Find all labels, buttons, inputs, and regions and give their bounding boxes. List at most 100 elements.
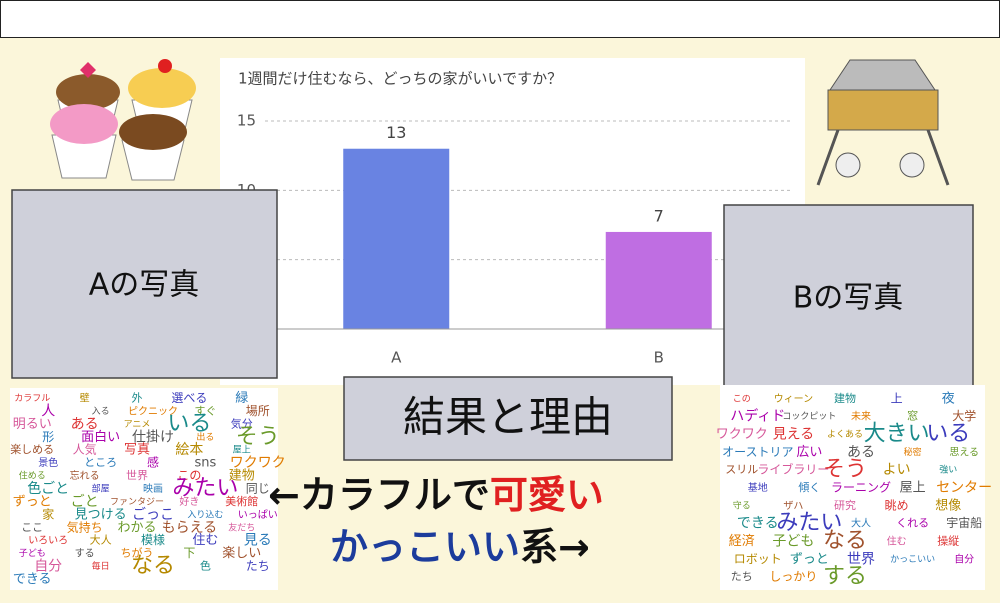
cloud-word: 世界 [126, 469, 148, 482]
cloud-word: かっこいい [890, 554, 935, 565]
cloud-word: たち [731, 570, 753, 583]
cloud-word: 窓 [907, 409, 918, 423]
photo-b-label: Bの写真 [793, 281, 904, 316]
cloud-word: 気分 [231, 416, 253, 430]
cloud-word: ずっと [790, 552, 829, 567]
cloud-word: なる [131, 554, 175, 579]
cloud-word: できる [13, 572, 52, 587]
cloud-word: コックピット [782, 411, 836, 422]
cloud-word: ザハ [783, 500, 803, 512]
value-label: 13 [386, 123, 406, 142]
photo-a-label: Aの写真 [89, 268, 200, 303]
cloud-word: 大人 [851, 517, 871, 530]
cloud-word: 人気 [73, 442, 97, 457]
chart-panel [220, 58, 805, 385]
cloud-word: たち [246, 559, 270, 573]
cloud-word: 見える [773, 427, 815, 443]
cloud-word: 大学 [952, 408, 976, 423]
cloud-word: 基地 [748, 481, 768, 494]
cloud-word: 屋上 [233, 445, 251, 456]
line2: かっこいい系→ [330, 525, 590, 569]
cloud-word: 映画 [143, 483, 163, 495]
cloud-word: なる [823, 528, 867, 553]
cloud-word: ウィーン [774, 393, 814, 405]
cloud-word: この [733, 394, 751, 404]
cloud-word: 研究 [834, 498, 856, 512]
photo-b-box [723, 204, 974, 391]
cloud-word: ファンタジー [110, 496, 164, 507]
cloud-word: 忘れる [70, 469, 100, 482]
line2-highlight: かっこいい [330, 525, 520, 569]
cloud-word: すぐ [194, 404, 216, 417]
cloud-word: 秘密 [904, 446, 922, 458]
cloud-word: ごっこ [132, 507, 174, 523]
cloud-word: 同じ [246, 482, 270, 496]
cloud-word: できる [737, 516, 779, 532]
top-band [0, 0, 1000, 39]
cloud-word: 子ども [19, 548, 46, 559]
cloud-word: ある [71, 416, 99, 432]
line2-suffix: 系→ [520, 525, 590, 569]
cloud-word: ここ [21, 521, 43, 534]
cloud-word: みたい [172, 476, 238, 501]
cloud-word: そう [236, 424, 280, 449]
cloud-word: 屋上 [900, 481, 926, 496]
cloud-word: しっかり [769, 570, 817, 584]
cloud-word: 部屋 [92, 483, 110, 495]
cloud-word: 入る [92, 406, 110, 417]
cloud-word: 建物 [229, 469, 255, 484]
cloud-word: 守る [733, 499, 751, 511]
cloud-word: sns [195, 456, 217, 471]
cloud-word: 世界 [847, 551, 875, 567]
cloud-word: 想像 [935, 497, 961, 513]
cloud-word: 入り込む [187, 509, 223, 520]
cloud-word: ロボット [734, 552, 782, 566]
bar [605, 231, 712, 329]
x-tick-label: B [654, 349, 664, 367]
cloud-word: 絵本 [175, 442, 203, 458]
cloud-word: する [823, 564, 867, 589]
cloud-word: ある [847, 444, 875, 460]
cloud-word: 家 [42, 506, 54, 521]
cloud-word: 写真 [124, 443, 150, 458]
word-clouds: カラフル壁外選べる 緑人 入る ピクニック すぐ 場所明るい ある アニメ いる 気分形 面白い 仕掛… [10, 391, 992, 589]
cloud-word: ずっと [13, 494, 52, 509]
chart-title: 1週間だけ住むなら、どっちの家がいいですか？ [238, 70, 562, 88]
cloud-word: 住む [887, 534, 907, 547]
cloud-word: 色 [200, 559, 211, 573]
cloud-word: ライブラリー [757, 462, 829, 477]
cloud-word: 建物 [834, 391, 856, 405]
cloud-word: 大人 [90, 533, 112, 547]
cloud-word: 壁 [80, 391, 90, 404]
cloud-word: 友だち [228, 521, 255, 533]
cloud-word: 出る [196, 431, 214, 443]
line1-prefix: ←カラフルで [268, 473, 490, 517]
cloud-word: 操縦 [937, 533, 959, 547]
cloud-word: 好き [179, 496, 199, 508]
cloud-word: みたい [776, 511, 842, 536]
cloud-word: 夜 [942, 391, 955, 406]
cloud-word: 未来 [851, 411, 871, 423]
lander-illustration [816, 59, 950, 186]
cloud-word: 面白い [81, 429, 120, 445]
cloud-word: 楽しめる [10, 443, 54, 456]
cloud-word: オーストリア [722, 445, 793, 459]
result-box [343, 376, 673, 461]
cloud-word: ちがう [121, 546, 154, 560]
cloud-word: 外 [132, 391, 143, 404]
cloud-word: くれる [896, 517, 929, 530]
cloud-word: 仕掛け [132, 429, 174, 445]
cloud-word: いろいろ [28, 536, 68, 547]
cloud-word: カラフル [14, 393, 50, 404]
cloud-word: ラーニング [831, 481, 891, 495]
cloud-word: 形 [42, 430, 54, 444]
cloud-word: 美術館 [225, 494, 258, 508]
cloud-word: もらえる [162, 520, 218, 536]
cloud-word: 思える [949, 446, 979, 458]
cloud-word: 大きい [864, 422, 930, 447]
cloud-word: 経済 [729, 533, 755, 549]
cloud-word: アニメ [124, 420, 151, 430]
cloud-word: 明るい [13, 417, 52, 432]
value-label: 7 [654, 206, 664, 225]
